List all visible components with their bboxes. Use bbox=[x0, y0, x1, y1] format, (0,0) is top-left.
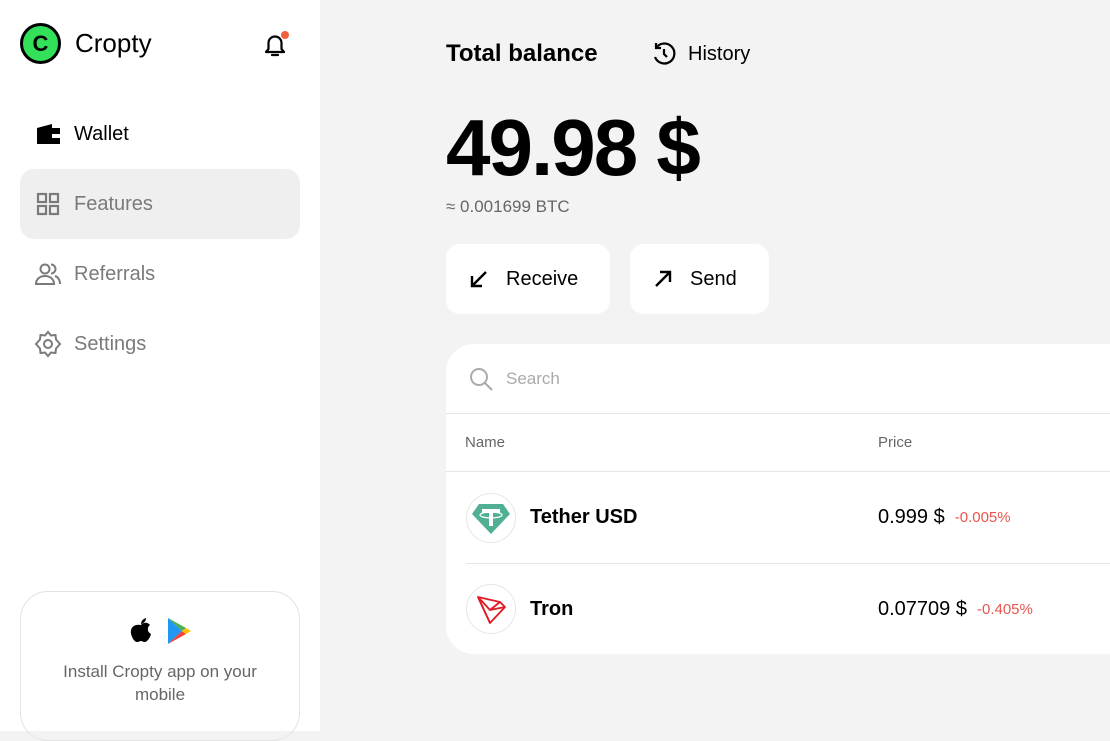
column-name: Name bbox=[465, 434, 506, 451]
table-row[interactable]: Tether USD 0.999 $ -0.005% bbox=[446, 472, 1110, 563]
google-play-icon[interactable] bbox=[165, 616, 193, 646]
sidebar-item-referrals[interactable]: Referrals bbox=[20, 239, 300, 309]
users-icon bbox=[34, 263, 61, 285]
arrow-down-left-icon bbox=[470, 271, 487, 288]
logo[interactable]: C Cropty bbox=[20, 23, 152, 64]
wallet-icon bbox=[37, 124, 60, 144]
history-button[interactable]: History bbox=[650, 40, 750, 68]
search-bar[interactable] bbox=[446, 344, 1110, 414]
table-row[interactable]: Tron 0.07709 $ -0.405% bbox=[466, 563, 1110, 654]
apple-icon[interactable] bbox=[127, 616, 155, 646]
history-icon bbox=[653, 42, 676, 65]
arrow-up-right-icon bbox=[655, 270, 672, 287]
sidebar: C Cropty Wallet Features Referrals Setti… bbox=[0, 0, 320, 741]
receive-button[interactable]: Receive bbox=[446, 244, 610, 314]
asset-price: 0.999 $ bbox=[878, 506, 945, 528]
total-balance: 49.98 $ bbox=[446, 103, 701, 192]
notifications-button[interactable] bbox=[260, 30, 290, 60]
grid-icon bbox=[36, 192, 60, 216]
sidebar-item-wallet[interactable]: Wallet bbox=[20, 99, 300, 169]
tron-icon bbox=[466, 584, 516, 634]
search-input[interactable] bbox=[506, 368, 906, 389]
tether-icon bbox=[466, 492, 516, 543]
asset-price: 0.07709 $ bbox=[878, 597, 967, 620]
asset-name: Tether USD bbox=[530, 506, 638, 528]
sidebar-item-settings[interactable]: Settings bbox=[20, 309, 300, 379]
btc-equivalent: ≈ 0.001699 BTC bbox=[446, 197, 570, 216]
gear-icon bbox=[34, 330, 62, 358]
asset-change: -0.405% bbox=[976, 600, 1033, 618]
asset-change: -0.005% bbox=[954, 509, 1011, 526]
app-name: Cropty bbox=[75, 28, 152, 58]
table-header: Name Price bbox=[446, 414, 1110, 472]
send-button[interactable]: Send bbox=[630, 244, 769, 314]
search-icon bbox=[470, 367, 493, 391]
page-title: Total balance bbox=[446, 40, 598, 67]
bell-icon bbox=[264, 31, 289, 57]
assets-card: Name Price Tether USD 0.999 $ -0.005% Tr… bbox=[446, 344, 1110, 654]
asset-name: Tron bbox=[530, 597, 574, 620]
logo-icon: C bbox=[20, 23, 61, 64]
sidebar-item-features[interactable]: Features bbox=[20, 169, 300, 239]
column-price: Price bbox=[878, 434, 913, 451]
install-app-promo[interactable]: Install Cropty app on your mobile bbox=[20, 591, 300, 741]
